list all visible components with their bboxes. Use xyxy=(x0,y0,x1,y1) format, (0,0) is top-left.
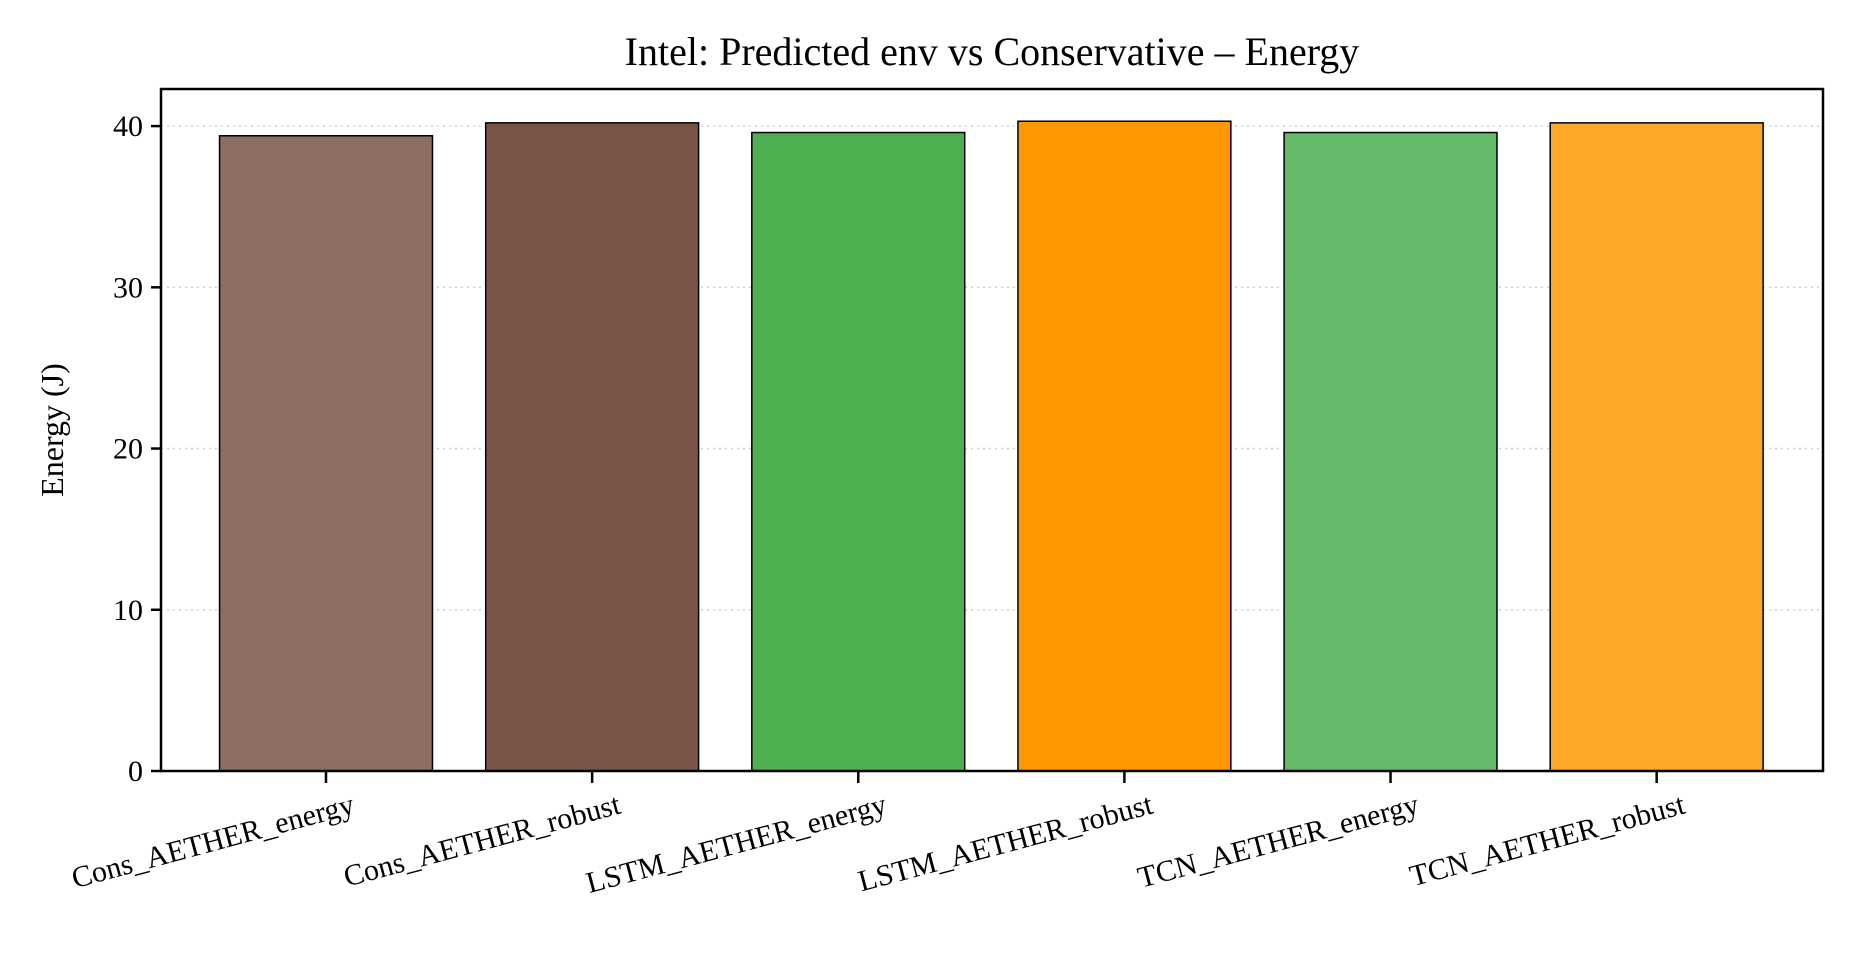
x-tick-label: TCN_AETHER_robust xyxy=(1406,788,1689,893)
bars xyxy=(218,120,1764,772)
y-axis-ticks: 0 10 20 30 40 xyxy=(113,110,161,788)
x-tick-label: Cons_AETHER_energy xyxy=(68,788,358,895)
x-tick-label: TCN_AETHER_energy xyxy=(1134,788,1422,895)
x-tick-label: LSTM_AETHER_robust xyxy=(855,788,1157,899)
chart-title: Intel: Predicted env vs Conservative – E… xyxy=(625,29,1360,74)
y-tick-label: 0 xyxy=(128,755,143,788)
y-tick-label: 30 xyxy=(113,271,143,304)
y-axis-label: Energy (J) xyxy=(34,363,70,497)
bar-tcn-aether-energy xyxy=(1283,131,1498,772)
bar-cons-aether-energy xyxy=(218,135,434,772)
x-tick-label: LSTM_AETHER_energy xyxy=(583,788,890,900)
plot-area-frame xyxy=(159,87,1825,773)
y-tick-label: 40 xyxy=(113,110,143,143)
bar-lstm-aether-robust xyxy=(1017,120,1232,772)
bar-cons-aether-robust xyxy=(484,122,700,772)
bar-tcn-aether-robust xyxy=(1549,122,1764,772)
y-tick-label: 10 xyxy=(113,594,143,627)
y-tick-label: 20 xyxy=(113,433,143,466)
x-axis-ticks: Cons_AETHER_energyCons_AETHER_robustLSTM… xyxy=(68,771,1689,900)
grid-lines xyxy=(161,125,1823,611)
x-tick-label: Cons_AETHER_robust xyxy=(340,788,624,894)
bar-lstm-aether-energy xyxy=(751,131,966,772)
